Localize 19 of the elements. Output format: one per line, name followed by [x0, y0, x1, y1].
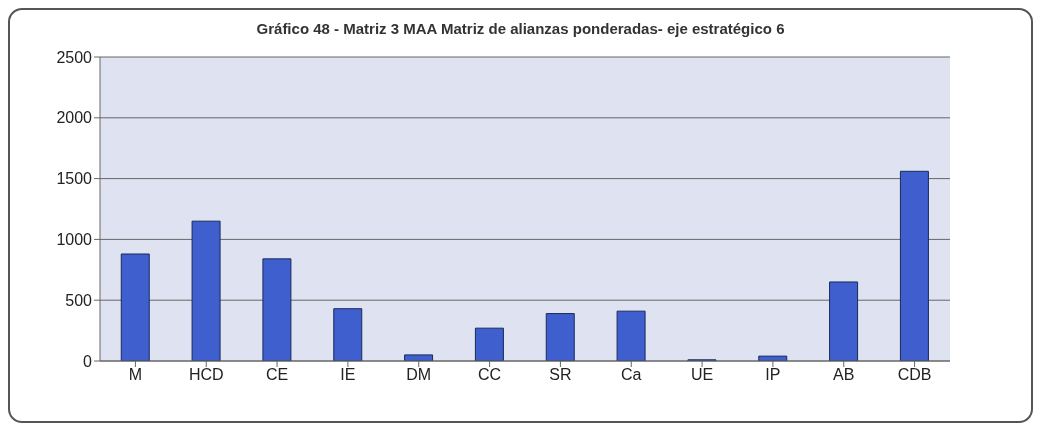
y-tick-label: 0: [83, 352, 93, 370]
x-tick-label: M: [128, 366, 143, 384]
x-tick-label: IE: [340, 366, 356, 384]
y-tick-label: 1500: [56, 170, 93, 188]
x-tick-label: CDB: [897, 366, 932, 384]
x-tick-label: HCD: [188, 366, 224, 384]
y-tick-label: 2000: [56, 109, 93, 127]
x-tick-label: UE: [690, 366, 714, 384]
y-tick-label: 2500: [56, 48, 93, 66]
x-tick-label: AB: [833, 366, 855, 384]
x-tick-label: IP: [765, 366, 781, 384]
x-tick-label: SR: [549, 366, 572, 384]
x-tick-label: DM: [406, 366, 432, 384]
x-tick-label: CC: [478, 366, 502, 384]
y-tick-label: 1000: [56, 231, 93, 249]
x-tick-label: Ca: [621, 366, 642, 384]
y-tick-label: 500: [65, 291, 93, 309]
x-tick-label: CE: [265, 366, 289, 384]
chart-title: Gráfico 48 - Matriz 3 MAA Matriz de alianzas ponderadas- eje estratégico 6: [255, 19, 786, 37]
